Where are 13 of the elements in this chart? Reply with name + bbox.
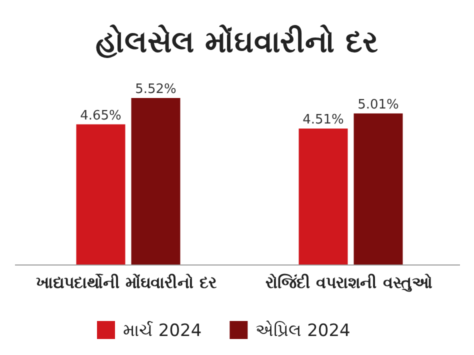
data-label: 5.52% xyxy=(135,82,176,97)
bar xyxy=(76,124,126,265)
data-label: 4.51% xyxy=(302,112,344,128)
chart-title: હોલસેલ મોંઘવારીનો દર xyxy=(96,24,378,60)
legend-label: માર્ચ 2024 xyxy=(123,321,202,341)
x-tick-label: ખાદ્યપદાર્થોની મોંઘવારીનો દર xyxy=(36,272,218,292)
data-label: 4.65% xyxy=(80,108,122,124)
bar xyxy=(131,98,180,265)
bar xyxy=(354,113,403,265)
data-label: 5.01% xyxy=(358,97,399,112)
x-tick-label: રોજિંદી વપરાશની વસ્તુઓ xyxy=(266,272,433,293)
legend-label: એપ્રિલ 2024 xyxy=(256,320,350,341)
bar xyxy=(298,128,348,265)
